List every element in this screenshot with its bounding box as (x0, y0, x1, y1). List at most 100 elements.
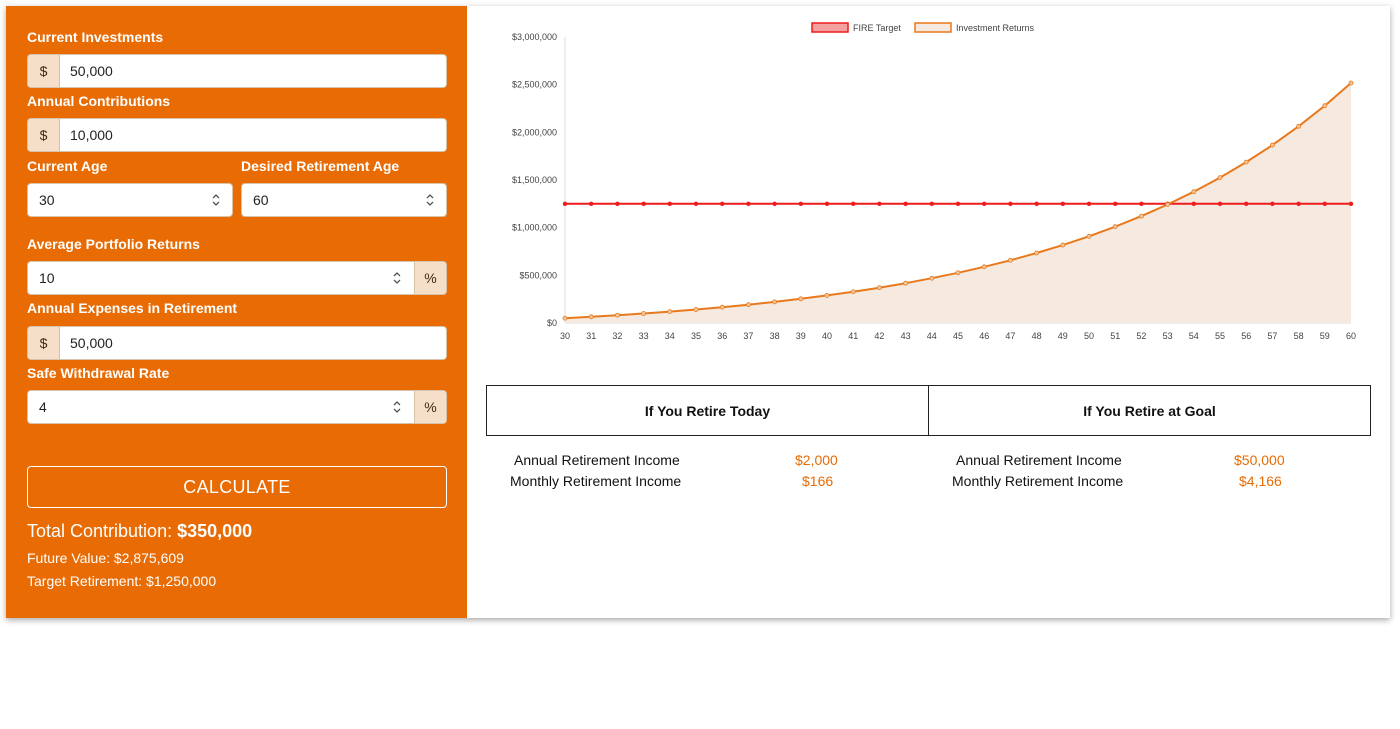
fire-target-point (772, 201, 777, 207)
goal-annual-value: $50,000 (1234, 452, 1285, 468)
x-tick-label: 55 (1215, 331, 1225, 341)
annual-expenses-input[interactable]: 50,000 (70, 335, 113, 351)
up-down-chevron-icon (212, 194, 220, 206)
fire-target-point (1060, 201, 1065, 207)
investment-returns-point (929, 275, 935, 281)
y-tick-label: $3,000,000 (512, 32, 557, 42)
retirement-age-input[interactable]: 60 (253, 192, 269, 208)
x-tick-label: 50 (1084, 331, 1094, 341)
y-tick-label: $2,500,000 (512, 80, 557, 90)
current-age-stepper[interactable] (209, 184, 223, 216)
up-down-chevron-icon (393, 401, 401, 413)
fire-target-point (1034, 201, 1039, 207)
x-tick-label: 54 (1189, 331, 1199, 341)
x-tick-label: 41 (848, 331, 858, 341)
fire-target-point (1191, 201, 1196, 207)
today-annual-value: $2,000 (795, 452, 838, 468)
investment-returns-point (955, 270, 961, 276)
fire-target-point (1322, 201, 1327, 207)
x-tick-label: 34 (665, 331, 675, 341)
legend-label-fire-target: FIRE Target (853, 23, 901, 33)
portfolio-returns-input[interactable]: 10 (39, 270, 55, 286)
investment-returns-point (1348, 80, 1354, 86)
x-tick-label: 33 (639, 331, 649, 341)
x-tick-label: 39 (796, 331, 806, 341)
investment-returns-point (719, 304, 725, 310)
annual-expenses-label: Annual Expenses in Retirement (27, 300, 238, 316)
percent-suffix: % (414, 262, 446, 294)
x-tick-label: 53 (1163, 331, 1173, 341)
investment-returns-point (667, 309, 673, 314)
fire-target-point (1008, 201, 1013, 207)
current-age-input[interactable]: 30 (39, 192, 55, 208)
y-tick-label: $0 (547, 318, 557, 328)
investment-returns-point (588, 314, 594, 320)
x-tick-label: 38 (770, 331, 780, 341)
investment-returns-point (876, 285, 882, 291)
investment-returns-area (565, 83, 1351, 323)
legend-swatch-fire-target (811, 22, 849, 33)
calculate-button[interactable]: CALCULATE (27, 466, 447, 508)
withdrawal-rate-input[interactable]: 4 (39, 399, 47, 415)
x-tick-label: 57 (1267, 331, 1277, 341)
y-tick-label: $1,500,000 (512, 175, 557, 185)
fire-target-point (1296, 201, 1301, 207)
today-annual-label: Annual Retirement Income (514, 452, 680, 468)
fire-target-point (693, 201, 699, 207)
investment-returns-point (1243, 159, 1249, 165)
today-monthly-value: $166 (802, 473, 834, 489)
calculator-card: Current Investments $ 50,000 Annual Cont… (6, 6, 1390, 618)
fire-target-point (615, 201, 620, 207)
investment-returns-point (1217, 175, 1223, 180)
retirement-age-input-group: 60 (241, 183, 447, 217)
annual-expenses-input-group: $ 50,000 (27, 326, 447, 360)
retire-goal-header: If You Retire at Goal (928, 385, 1371, 436)
current-investments-input[interactable]: 50,000 (70, 63, 113, 79)
investment-returns-point (1060, 242, 1066, 248)
investment-returns-point (641, 311, 647, 316)
investment-returns-point (1034, 250, 1039, 256)
x-tick-label: 56 (1241, 331, 1251, 341)
investment-returns-point (562, 315, 568, 321)
withdrawal-rate-label: Safe Withdrawal Rate (27, 365, 170, 381)
total-contribution-value: $350,000 (177, 521, 253, 541)
withdrawal-rate-stepper[interactable] (390, 391, 404, 423)
investment-returns-point (1086, 233, 1092, 239)
percent-suffix: % (414, 391, 446, 423)
investment-returns-point (824, 293, 830, 298)
y-tick-label: $500,000 (519, 270, 557, 280)
x-tick-label: 60 (1346, 331, 1356, 341)
x-tick-label: 37 (743, 331, 753, 341)
fire-target-point (641, 201, 646, 207)
input-panel: Current Investments $ 50,000 Annual Cont… (6, 6, 467, 618)
x-tick-label: 46 (979, 331, 989, 341)
investment-returns-point (1296, 123, 1301, 129)
today-monthly-label: Monthly Retirement Income (510, 473, 682, 489)
legend-label-investment-returns: Investment Returns (956, 23, 1035, 33)
fire-target-point (877, 201, 882, 207)
investment-returns-point (1191, 189, 1197, 195)
y-tick-label: $1,000,000 (512, 223, 557, 233)
investment-returns-point (1322, 103, 1328, 109)
x-tick-label: 48 (1032, 331, 1042, 341)
goal-monthly-label: Monthly Retirement Income (952, 473, 1124, 489)
investment-returns-point (981, 264, 987, 270)
fire-target-point (1270, 201, 1275, 207)
investment-returns-point (903, 280, 909, 286)
retirement-age-stepper[interactable] (423, 184, 437, 216)
current-investments-label: Current Investments (27, 29, 164, 45)
current-investments-input-group: $ 50,000 (27, 54, 447, 88)
x-tick-label: 43 (901, 331, 911, 341)
fire-target-point (667, 201, 672, 207)
annual-contributions-input[interactable]: 10,000 (70, 127, 113, 143)
fire-target-point (824, 201, 830, 207)
x-tick-label: 52 (1136, 331, 1146, 341)
fire-target-point (903, 201, 908, 207)
portfolio-returns-stepper[interactable] (390, 262, 404, 294)
investment-returns-point (1112, 224, 1118, 230)
investment-returns-point (772, 299, 778, 305)
fire-target-point (851, 201, 856, 207)
fire-target-point (929, 201, 934, 207)
investment-returns-point (614, 312, 620, 318)
x-tick-label: 31 (586, 331, 596, 341)
